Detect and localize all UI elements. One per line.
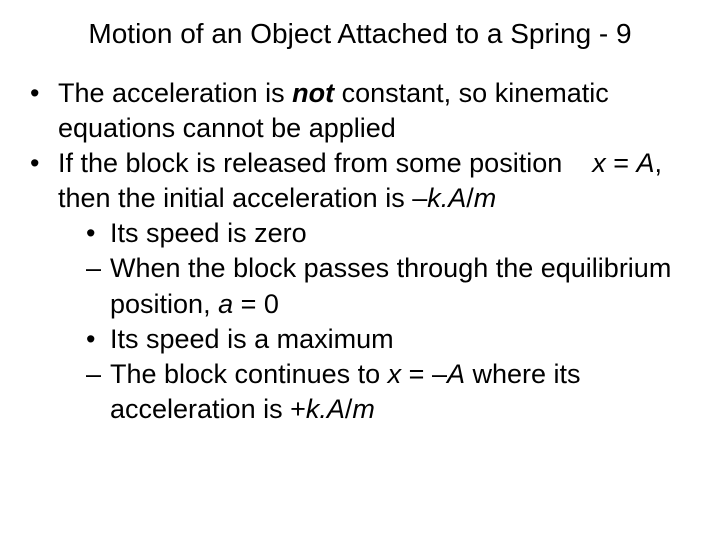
sub-equilibrium: When the block passes through the equili… [86,251,700,321]
slide-title: Motion of an Object Attached to a Spring… [20,18,700,50]
text: Its speed is a maximum [110,324,394,354]
var-A: A [447,359,465,389]
sub-continues-to-minus-a: The block continues to x = –A where its … [86,357,700,427]
text: = [606,148,637,178]
text: The block continues to [110,359,388,389]
slide: Motion of an Object Attached to a Spring… [0,0,720,540]
text: When the block passes through the equili… [110,253,671,318]
gap [570,148,593,178]
text: Its speed is zero [110,218,307,248]
text: The acceleration is [58,78,292,108]
var-m: m [352,394,375,424]
var-m: m [474,183,497,213]
var-A: A [637,148,655,178]
var-kA: k.A [427,183,466,213]
text: If the block is released from some posit… [58,148,570,178]
var-kA: k.A [306,394,345,424]
emph-not: not [292,78,334,108]
bullet-acceleration-not-constant: The acceleration is not constant, so kin… [30,76,700,146]
sub-speed-zero: Its speed is zero [86,216,700,251]
var-x: x [388,359,402,389]
sub-speed-max: Its speed is a maximum [86,322,700,357]
var-x: x [592,148,606,178]
bullet-released-from-position: If the block is released from some posit… [30,146,700,427]
bullet-list: The acceleration is not constant, so kin… [20,76,700,427]
text: = – [401,359,447,389]
text: = 0 [233,289,279,319]
sub-list: Its speed is zero When the block passes … [58,216,700,427]
var-a: a [218,289,233,319]
text: / [466,183,474,213]
